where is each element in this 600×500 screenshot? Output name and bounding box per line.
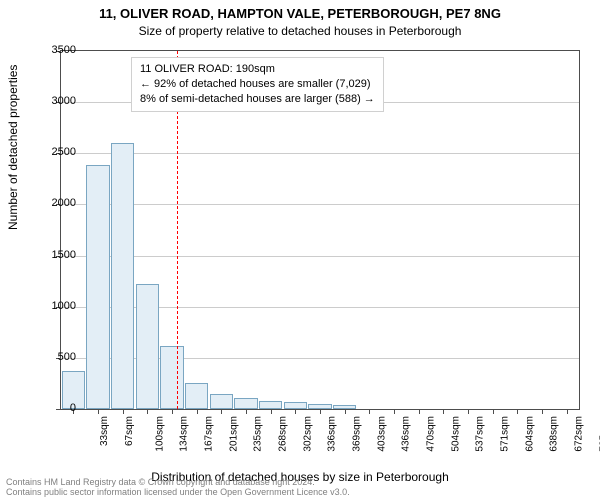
x-tick-label: 201sqm: [228, 416, 239, 452]
x-tick-mark: [172, 409, 173, 414]
y-tick-label: 0: [36, 402, 76, 414]
x-tick-label: 33sqm: [99, 416, 110, 446]
x-tick-label: 638sqm: [549, 416, 560, 452]
annotation-line1: 11 OLIVER ROAD: 190sqm: [140, 62, 375, 77]
x-tick-mark: [419, 409, 420, 414]
x-tick-mark: [493, 409, 494, 414]
annotation-line3: 8% of semi-detached houses are larger (5…: [140, 92, 375, 107]
bar: [160, 346, 183, 409]
x-tick-label: 235sqm: [253, 416, 264, 452]
x-tick-label: 167sqm: [204, 416, 215, 452]
y-tick-label: 1000: [36, 300, 76, 312]
gridline: [61, 153, 579, 154]
x-tick-label: 470sqm: [426, 416, 437, 452]
bar: [210, 394, 233, 409]
y-tick-label: 2500: [36, 146, 76, 158]
x-tick-label: 67sqm: [124, 416, 135, 446]
x-tick-label: 302sqm: [302, 416, 313, 452]
x-tick-mark: [542, 409, 543, 414]
bar: [136, 284, 159, 409]
x-tick-mark: [443, 409, 444, 414]
x-tick-mark: [147, 409, 148, 414]
x-tick-mark: [320, 409, 321, 414]
x-tick-mark: [517, 409, 518, 414]
x-tick-label: 604sqm: [524, 416, 535, 452]
x-tick-mark: [123, 409, 124, 414]
gridline: [61, 204, 579, 205]
x-tick-label: 336sqm: [327, 416, 338, 452]
x-tick-mark: [98, 409, 99, 414]
y-tick-label: 3000: [36, 95, 76, 107]
x-tick-mark: [221, 409, 222, 414]
x-tick-label: 672sqm: [574, 416, 585, 452]
page-title: 11, OLIVER ROAD, HAMPTON VALE, PETERBORO…: [0, 0, 600, 22]
x-tick-mark: [369, 409, 370, 414]
x-tick-mark: [394, 409, 395, 414]
x-tick-label: 134sqm: [179, 416, 190, 452]
bar: [284, 402, 307, 409]
footer-line2: Contains public sector information licen…: [6, 488, 350, 498]
x-tick-mark: [345, 409, 346, 414]
bar: [86, 165, 109, 409]
y-tick-label: 1500: [36, 249, 76, 261]
bar: [259, 401, 282, 409]
y-tick-label: 500: [36, 351, 76, 363]
bar: [234, 398, 257, 409]
chart-container: 11 OLIVER ROAD: 190sqm← 92% of detached …: [60, 50, 580, 410]
y-tick-label: 3500: [36, 44, 76, 56]
annotation-line2: ← 92% of detached houses are smaller (7,…: [140, 77, 375, 92]
bar: [111, 143, 134, 409]
x-tick-label: 436sqm: [401, 416, 412, 452]
x-tick-label: 268sqm: [278, 416, 289, 452]
y-axis-label: Number of detached properties: [6, 65, 20, 230]
x-tick-mark: [567, 409, 568, 414]
annotation-box: 11 OLIVER ROAD: 190sqm← 92% of detached …: [131, 57, 384, 112]
x-tick-mark: [246, 409, 247, 414]
x-tick-mark: [468, 409, 469, 414]
plot-area: 11 OLIVER ROAD: 190sqm← 92% of detached …: [60, 50, 580, 410]
x-tick-label: 571sqm: [500, 416, 511, 452]
x-tick-label: 369sqm: [352, 416, 363, 452]
x-tick-label: 403sqm: [376, 416, 387, 452]
page-subtitle: Size of property relative to detached ho…: [0, 22, 600, 38]
x-tick-mark: [197, 409, 198, 414]
bar: [185, 383, 208, 409]
x-tick-label: 504sqm: [450, 416, 461, 452]
x-tick-label: 100sqm: [154, 416, 165, 452]
x-tick-mark: [295, 409, 296, 414]
gridline: [61, 256, 579, 257]
x-tick-mark: [271, 409, 272, 414]
footer-attribution: Contains HM Land Registry data © Crown c…: [6, 478, 350, 498]
x-tick-label: 537sqm: [475, 416, 486, 452]
y-tick-label: 2000: [36, 197, 76, 209]
